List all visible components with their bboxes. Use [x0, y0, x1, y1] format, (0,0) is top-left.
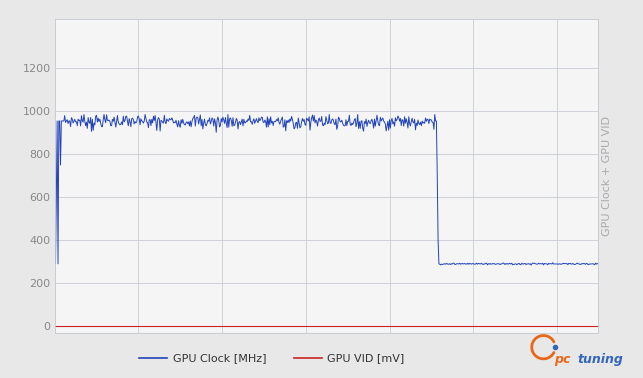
Text: pc: pc — [554, 353, 570, 366]
Text: tuning: tuning — [577, 353, 624, 366]
Y-axis label: GPU Clock + GPU VID: GPU Clock + GPU VID — [602, 116, 612, 236]
Legend: GPU Clock [MHz], GPU VID [mV]: GPU Clock [MHz], GPU VID [mV] — [135, 349, 409, 368]
